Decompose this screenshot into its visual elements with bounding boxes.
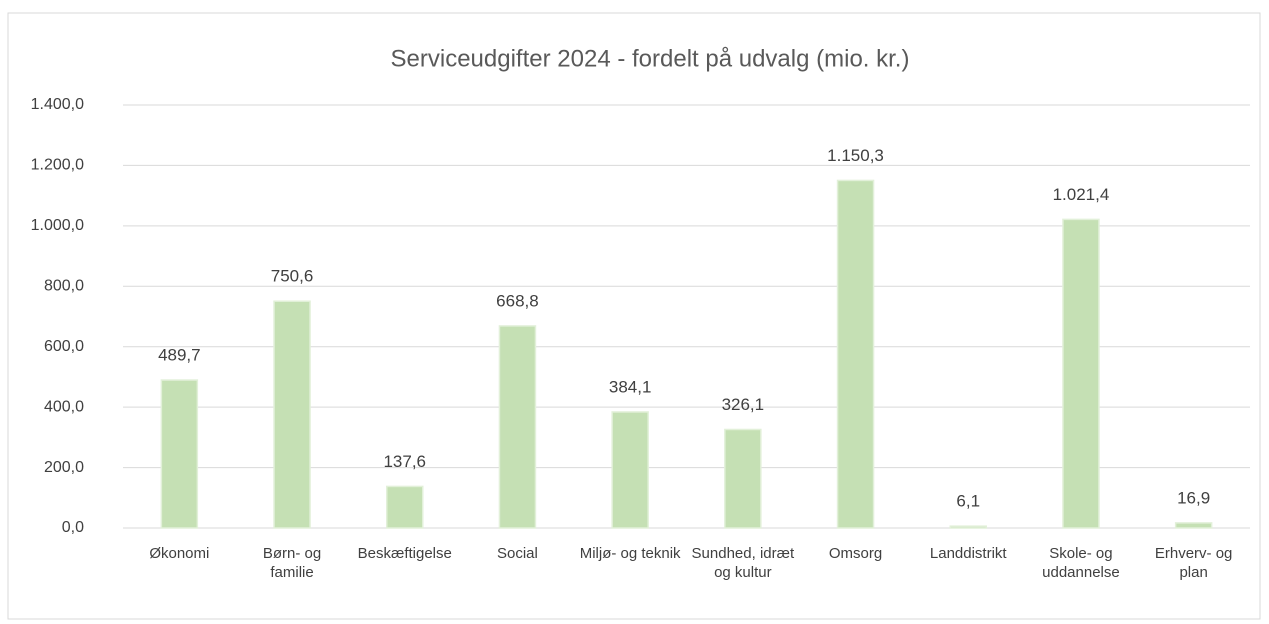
x-tick-label: Sundhed, idræt og kultur [691, 545, 795, 581]
data-label: 1.150,3 [827, 146, 884, 165]
bar [611, 411, 649, 529]
bar [273, 300, 311, 529]
y-tick-label: 800,0 [44, 278, 84, 295]
bar [836, 179, 875, 529]
x-tick-label: Landdistrikt [929, 545, 1007, 562]
data-label: 750,6 [271, 267, 314, 286]
x-tick-label: Erhverv- og plan [1154, 545, 1233, 581]
bar [386, 485, 424, 529]
x-tick-label: Social [497, 545, 538, 562]
bar [949, 525, 987, 529]
x-tick-label: Børn- og familie [262, 545, 322, 581]
data-label: 489,7 [158, 346, 201, 365]
y-tick-label: 1.400,0 [31, 96, 84, 113]
y-tick-label: 1.000,0 [31, 217, 84, 234]
bar [498, 325, 537, 529]
data-label: 384,1 [609, 377, 652, 396]
x-tick-label: Økonomi [149, 545, 210, 562]
x-tick-label: Miljø- og teknik [579, 545, 681, 562]
data-label: 6,1 [956, 492, 980, 511]
x-tick-label: Beskæftigelse [357, 545, 452, 562]
chart-title: Serviceudgifter 2024 - fordelt på udvalg… [391, 45, 910, 72]
bar [724, 428, 762, 529]
data-label: 16,9 [1177, 488, 1210, 507]
y-tick-label: 200,0 [44, 459, 84, 476]
y-tick-label: 400,0 [44, 398, 84, 415]
data-label: 1.021,4 [1053, 185, 1110, 204]
bar [1062, 218, 1100, 529]
data-label: 326,1 [722, 395, 765, 414]
y-tick-label: 600,0 [44, 338, 84, 355]
bar [160, 379, 199, 529]
bar [1174, 522, 1213, 529]
x-tick-label: Omsorg [828, 545, 883, 562]
data-label: 668,8 [496, 291, 539, 310]
y-tick-label: 0,0 [62, 519, 84, 536]
y-tick-label: 1.200,0 [31, 157, 84, 174]
data-label: 137,6 [383, 452, 426, 471]
x-tick-label: Skole- og uddannelse [1042, 545, 1120, 581]
